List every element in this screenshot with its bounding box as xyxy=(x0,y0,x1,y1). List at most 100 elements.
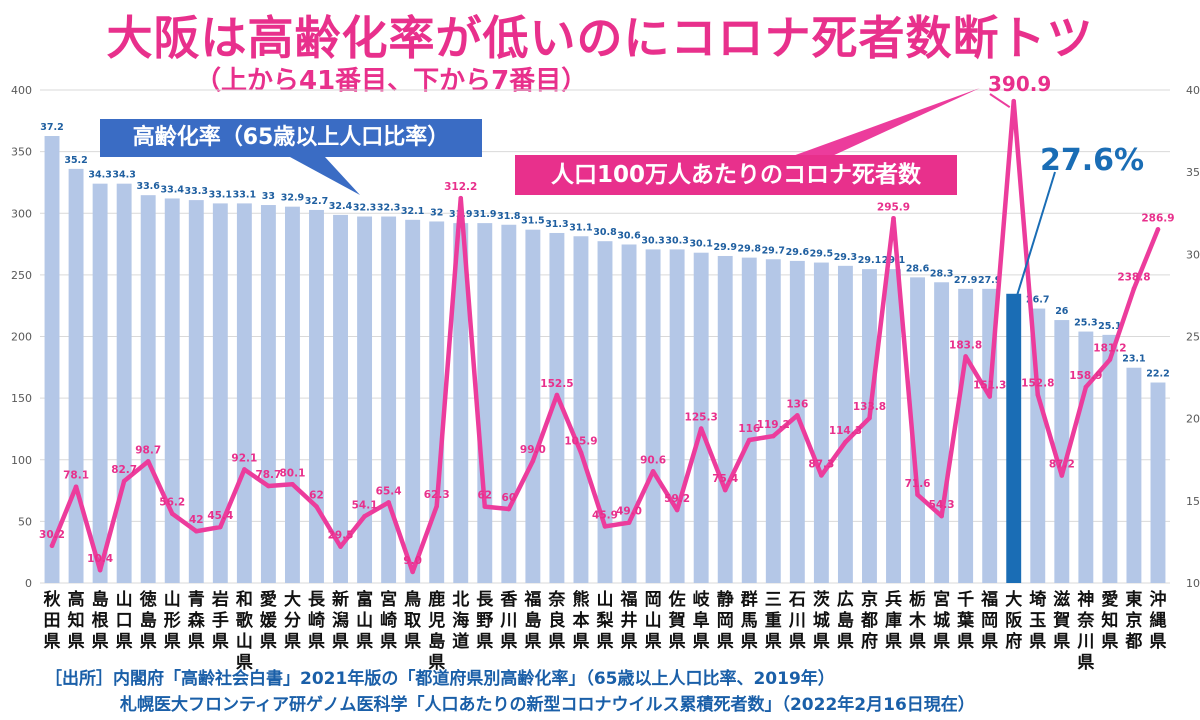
category-label-char: 賀 xyxy=(1052,611,1070,631)
bar xyxy=(549,232,565,583)
rate-data-label: 29.1 xyxy=(882,255,905,266)
category-label-char: 田 xyxy=(44,611,61,631)
category-label-char: 縄 xyxy=(1149,610,1166,631)
category-label-char: 福 xyxy=(620,589,638,610)
bar xyxy=(92,183,108,584)
osaka-rate-label: 27.6% xyxy=(1040,143,1145,178)
bar xyxy=(357,216,373,583)
rate-data-label: 33.6 xyxy=(136,181,160,192)
death-point xyxy=(674,507,680,513)
category-label-char: 千 xyxy=(957,590,974,610)
death-data-label: 119.2 xyxy=(757,419,790,431)
bar xyxy=(765,259,781,583)
category-label-char: 崎 xyxy=(308,610,325,631)
category-label-char: 阪 xyxy=(1005,611,1022,631)
category-label-char: 川 xyxy=(499,611,517,631)
category-label-char: 城 xyxy=(813,611,830,631)
death-data-label: 54.3 xyxy=(929,499,955,511)
death-data-label: 71.6 xyxy=(905,478,931,490)
rate-data-label: 29.5 xyxy=(810,249,833,260)
death-point xyxy=(602,524,608,529)
category-label-char: 島 xyxy=(428,631,445,652)
bar xyxy=(525,229,541,583)
death-point xyxy=(458,195,464,201)
rate-data-label: 32.7 xyxy=(305,196,328,207)
category-label-char: 県 xyxy=(597,632,614,652)
category-label-char: 馬 xyxy=(741,611,758,631)
death-line-series xyxy=(49,98,1161,575)
death-data-label: 183.8 xyxy=(949,339,982,351)
right-tick-label: 10 xyxy=(1186,577,1200,590)
death-data-label: 99.0 xyxy=(520,444,546,456)
death-point xyxy=(266,483,271,489)
category-label-char: 山 xyxy=(164,590,181,610)
category-label-char: 茨 xyxy=(813,589,830,610)
category-label-char: 県 xyxy=(236,653,253,673)
category-label-char: 県 xyxy=(260,632,277,652)
rate-data-label: 26 xyxy=(1055,306,1069,317)
bar xyxy=(862,269,877,583)
bar xyxy=(405,219,421,583)
rate-data-label: 31.1 xyxy=(569,222,592,233)
category-label-char: 形 xyxy=(164,610,181,631)
bar xyxy=(333,214,348,584)
rate-series-callout: 高齢化率（65歳以上人口比率） xyxy=(100,119,482,157)
rate-data-label: 27.9 xyxy=(954,275,977,286)
right-tick-label: 20 xyxy=(1186,413,1200,426)
right-tick-label: 15 xyxy=(1186,495,1200,508)
category-label-char: 静 xyxy=(717,589,734,610)
category-label-char: 県 xyxy=(524,632,541,652)
death-point xyxy=(73,484,79,490)
death-data-label: 60 xyxy=(502,492,517,504)
bar xyxy=(212,203,228,583)
category-label-char: 大 xyxy=(1005,589,1022,610)
death-point xyxy=(650,469,656,474)
death-point xyxy=(554,392,560,398)
rate-data-label: 30.3 xyxy=(641,235,664,246)
rate-data-label: 34.3 xyxy=(88,170,111,181)
death-data-label: 116 xyxy=(738,423,760,435)
category-label-char: 県 xyxy=(164,632,181,652)
death-data-label: 45.9 xyxy=(592,509,618,521)
death-data-label: 158.9 xyxy=(1069,370,1102,382)
category-label-char: 県 xyxy=(1077,653,1094,673)
category-label-char: 県 xyxy=(476,632,493,652)
category-label-char: 潟 xyxy=(332,610,349,631)
bar xyxy=(597,241,613,584)
rate-data-label: 32.9 xyxy=(281,193,304,204)
death-data-label: 151.3 xyxy=(973,380,1006,392)
death-point xyxy=(698,426,704,431)
rate-data-labels: 37.235.234.3 34.333.6 33.4 33.3 33.1 33.1 33 32… xyxy=(40,122,1169,380)
category-label-char: 県 xyxy=(500,632,517,652)
rate-data-label: 31.5 xyxy=(521,216,544,227)
bar xyxy=(741,257,757,583)
death-point xyxy=(49,543,55,549)
category-label-char: 児 xyxy=(427,611,445,631)
category-label-char: 京 xyxy=(1125,610,1142,631)
source-line-1: ［出所］内閣府「高齢社会白書」2021年版の「都道府県別高齢化率」（65歳以上人… xyxy=(45,669,835,689)
chart-title: 大阪は高齢化率が低いのにコロナ死者数断トツ xyxy=(106,11,1094,65)
category-label-char: 県 xyxy=(837,632,854,652)
category-label-char: 高 xyxy=(68,589,85,610)
rate-data-label: 32.4 xyxy=(329,201,353,212)
bar xyxy=(669,249,685,584)
death-point xyxy=(746,437,752,443)
rate-data-label: 30.3 xyxy=(665,235,688,246)
category-label-char: 山 xyxy=(645,611,662,631)
rate-data-label: 33.4 xyxy=(161,184,185,195)
category-label-char: 秋 xyxy=(44,589,62,610)
category-label-char: 重 xyxy=(765,610,782,631)
bar xyxy=(429,221,445,583)
category-label-char: 県 xyxy=(1053,632,1070,652)
death-point xyxy=(1011,98,1017,104)
bar xyxy=(1054,320,1070,583)
category-label-char: 県 xyxy=(308,632,325,652)
death-data-label: 78.1 xyxy=(63,470,89,482)
bar xyxy=(381,216,397,583)
rate-data-label: 31.3 xyxy=(545,219,568,230)
category-label-char: 愛 xyxy=(260,589,277,610)
death-data-label: 152.5 xyxy=(540,378,573,390)
callout-pointers xyxy=(290,88,1056,301)
death-data-label: 62 xyxy=(477,490,492,502)
death-point xyxy=(867,415,872,421)
